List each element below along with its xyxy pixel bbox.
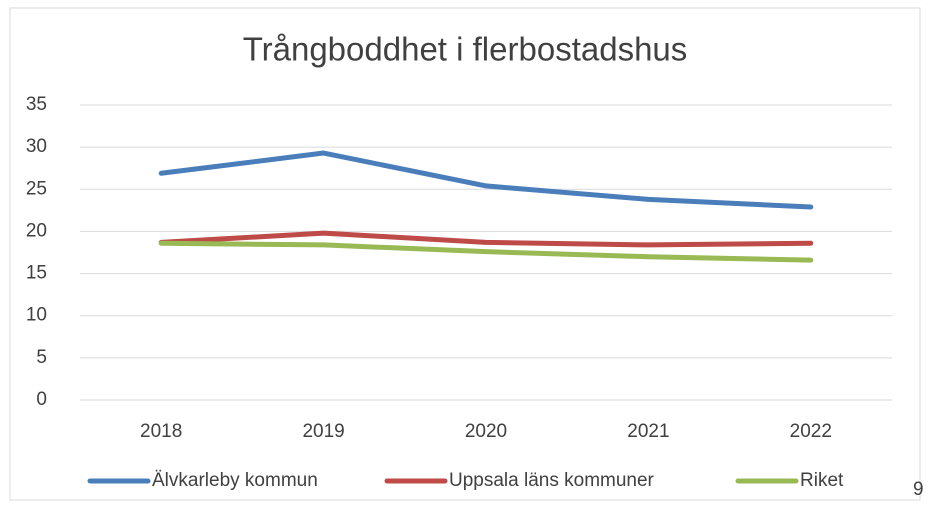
chart-title: Trångboddhet i flerbostadshus [243,31,688,68]
y-tick-label: 20 [26,220,47,241]
line-series [158,150,814,210]
line-series [158,240,814,263]
legend-label: Riket [800,470,844,491]
x-tick-label: 2018 [140,421,182,442]
y-tick-label: 15 [26,263,47,284]
legend-label: Älvkarleby kommun [152,470,318,491]
page-number: 9 [913,479,924,500]
y-tick-label: 35 [26,94,47,115]
x-tick-label: 2019 [302,421,344,442]
x-tick-label: 2021 [627,421,669,442]
legend-label: Uppsala läns kommuner [449,470,655,491]
y-tick-label: 25 [26,178,47,199]
line-series [158,230,814,248]
y-tick-label: 5 [36,347,47,368]
x-tick-label: 2022 [790,421,832,442]
chart-border [9,7,921,501]
x-tick-label: 2020 [465,421,507,442]
y-tick-label: 30 [26,136,47,157]
y-tick-label: 10 [26,305,47,326]
y-tick-label: 0 [36,389,47,410]
